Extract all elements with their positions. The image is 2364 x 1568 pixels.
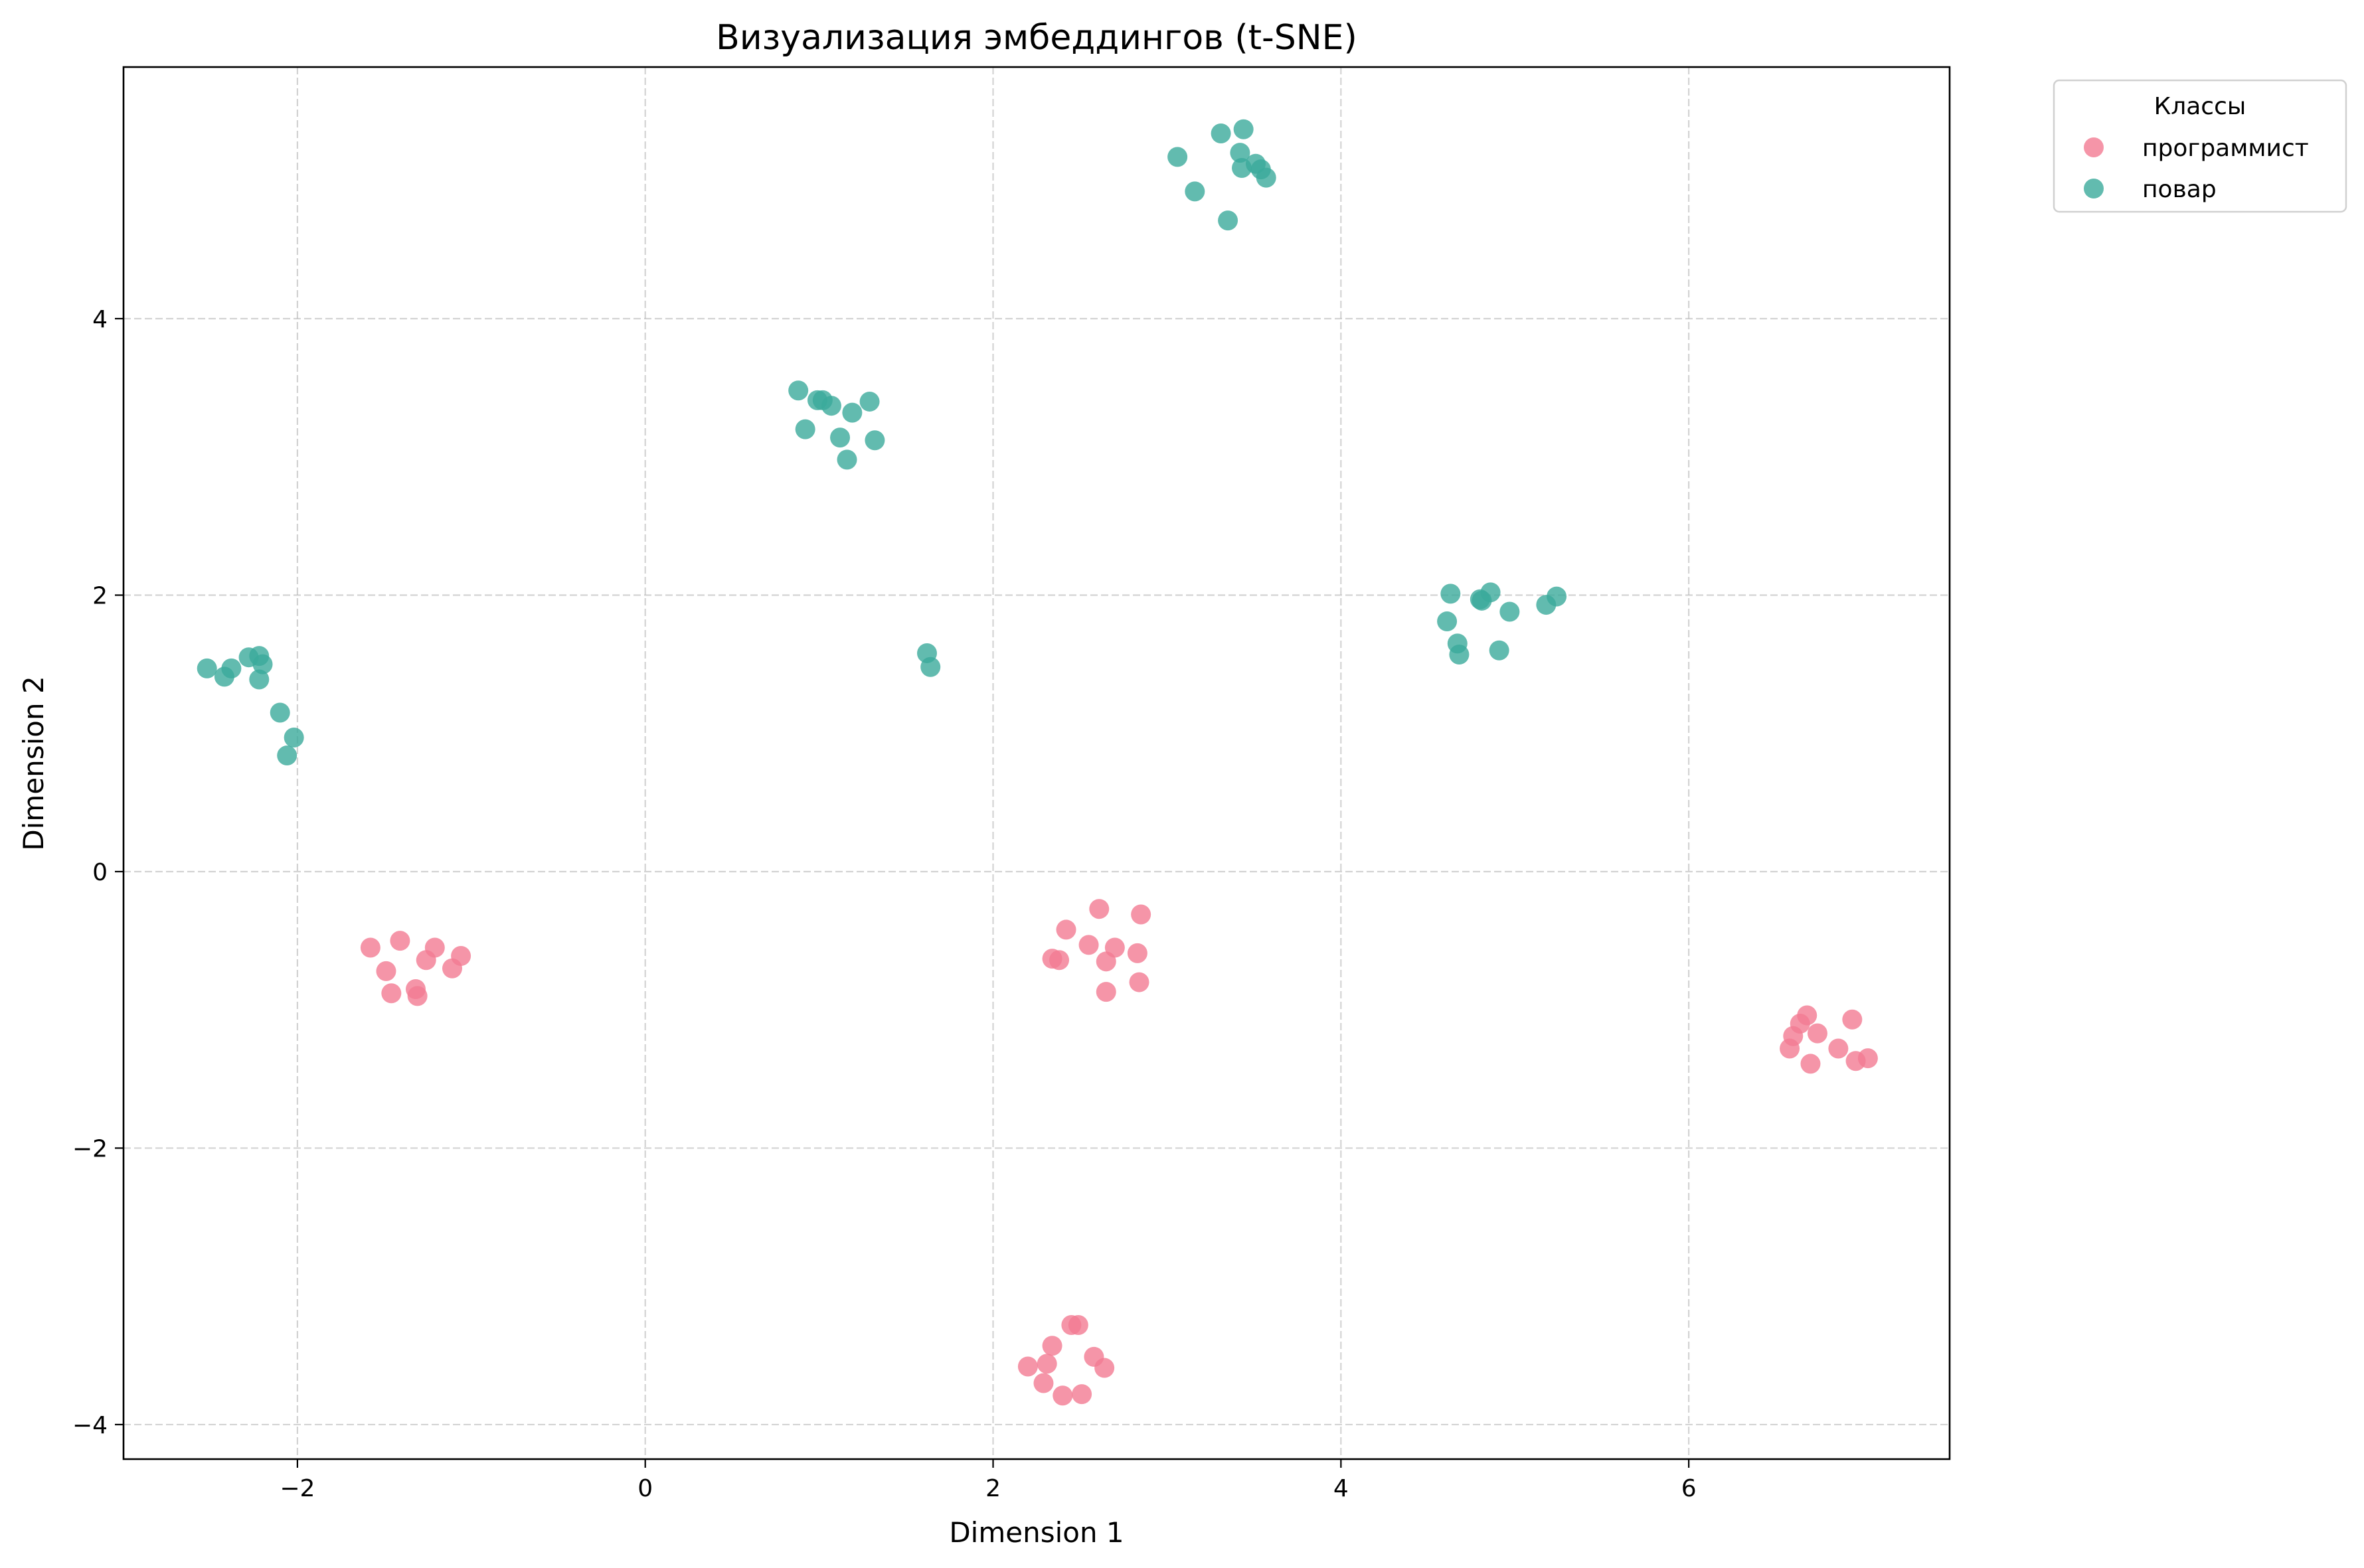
axis-ticks: −2 0 2 4 6 −4 −2 0 2 4	[72, 306, 1697, 1502]
scatter-point	[865, 430, 885, 451]
scatter-point	[1056, 919, 1076, 940]
scatter-point	[1094, 1358, 1115, 1378]
x-tick-label: 6	[1681, 1475, 1697, 1502]
scatter-point	[284, 727, 304, 747]
scatter-point	[1211, 123, 1231, 143]
scatter-point	[1104, 937, 1125, 958]
scatter-point	[1218, 210, 1238, 231]
y-tick-label: −4	[72, 1412, 108, 1439]
legend: Классы программист повар	[2053, 79, 2347, 213]
scatter-point	[1857, 1048, 1878, 1069]
y-axis-label: Dimension 2	[17, 676, 50, 850]
scatter-point	[1078, 935, 1099, 955]
scatter-point	[842, 402, 863, 423]
scatter-point	[1131, 904, 1151, 925]
scatter-point	[1185, 181, 1205, 202]
scatter-point	[1053, 1385, 1073, 1406]
scatter-point	[1127, 943, 1147, 963]
scatter-point	[442, 958, 462, 979]
scatter-point	[221, 658, 242, 678]
x-tick-label: 0	[637, 1475, 653, 1502]
scatter-point	[821, 396, 841, 416]
plot-frame	[122, 66, 1951, 1460]
y-tick-label: 0	[92, 859, 108, 886]
x-tick-label: 2	[985, 1475, 1001, 1502]
scatter-point	[1842, 1009, 1863, 1030]
legend-entry-programmer: программист	[2142, 135, 2309, 162]
scatter-point	[1828, 1038, 1849, 1059]
scatter-point	[1068, 1315, 1088, 1336]
series-0	[360, 899, 1878, 1406]
scatter-point	[381, 983, 402, 1004]
legend-marker-cook	[2084, 179, 2104, 198]
scatter-point	[252, 654, 273, 674]
legend-marker-programmer	[2084, 137, 2104, 157]
scatter-point	[1042, 1336, 1062, 1356]
scatter-point	[1049, 950, 1070, 971]
scatter-point	[197, 658, 217, 678]
scatter-point	[1547, 586, 1567, 607]
scatter-point	[1449, 645, 1470, 665]
scatter-point	[859, 391, 880, 412]
scatter-point	[1440, 584, 1461, 604]
scatter-point	[270, 702, 290, 723]
scatter-point	[837, 449, 857, 470]
scatter-point	[830, 428, 851, 448]
grid	[124, 67, 1950, 1459]
scatter-point	[1797, 1005, 1817, 1026]
y-tick-label: 2	[92, 582, 108, 609]
chart-title: Визуализация эмбеддингов (t-SNE)	[716, 18, 1357, 58]
scatter-point	[1017, 1356, 1038, 1377]
scatter-point	[1033, 1373, 1054, 1393]
scatter-point	[416, 950, 436, 971]
scatter-point	[1167, 147, 1188, 167]
scatter-point	[1480, 582, 1501, 603]
x-tick-label: −2	[280, 1475, 315, 1502]
legend-box	[2053, 79, 2347, 213]
scatter-point	[1037, 1354, 1057, 1374]
scatter-point	[360, 937, 380, 958]
scatter-point	[390, 931, 410, 951]
scatter-point	[1437, 611, 1458, 632]
scatter-point	[1129, 972, 1149, 992]
scatter-point	[249, 669, 270, 690]
data-points	[197, 119, 1878, 1406]
scatter-point	[920, 657, 941, 677]
y-tick-label: −2	[72, 1135, 108, 1162]
scatter-point	[1807, 1023, 1827, 1044]
x-axis-label: Dimension 1	[949, 1516, 1124, 1549]
scatter-point	[1256, 167, 1276, 188]
x-tick-label: 4	[1333, 1475, 1349, 1502]
scatter-point	[1800, 1054, 1821, 1074]
scatter-point	[1499, 601, 1520, 622]
scatter-point	[277, 745, 297, 766]
scatter-point	[1230, 143, 1250, 163]
scatter-point	[788, 380, 809, 401]
scatter-point	[1072, 1384, 1092, 1405]
scatter-point	[1233, 119, 1254, 139]
y-tick-label: 4	[92, 306, 108, 333]
legend-entry-cook: повар	[2142, 176, 2217, 203]
scatter-point	[376, 961, 396, 981]
scatter-point	[407, 986, 428, 1006]
scatter-point	[1089, 899, 1110, 919]
scatter-point	[795, 419, 815, 439]
series-1	[197, 119, 1567, 766]
legend-title: Классы	[2154, 93, 2246, 120]
scatter-point	[1096, 982, 1116, 1002]
scatter-point	[1489, 640, 1509, 661]
